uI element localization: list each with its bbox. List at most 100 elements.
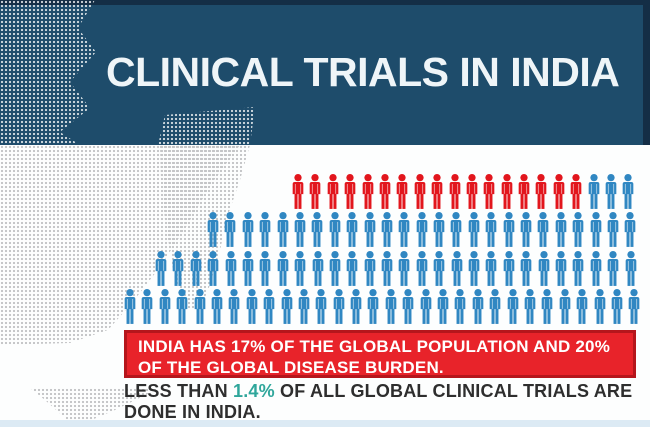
person-icon-blue [507, 288, 518, 324]
person-icon-red [397, 173, 408, 209]
person-icon-blue [207, 250, 219, 286]
person-icon-blue [503, 250, 515, 286]
person-icon-blue [242, 250, 254, 286]
person-icon-blue [381, 250, 393, 286]
person-icon-blue [503, 212, 514, 248]
person-icon-blue [173, 250, 184, 286]
header-banner: CLINICAL TRIALS IN INDIA [0, 0, 650, 145]
person-icon-blue [590, 250, 602, 286]
person-icon-blue [124, 288, 136, 324]
person-icon-blue [542, 288, 553, 324]
person-icon-blue [416, 250, 428, 286]
person-icon-blue [451, 212, 462, 248]
person-icon-blue [455, 288, 466, 324]
person-icon-blue [524, 288, 536, 324]
person-icon-blue [364, 250, 376, 286]
person-icon-red [414, 173, 426, 209]
person-icon-blue [329, 250, 341, 286]
person-icon-blue [399, 250, 410, 286]
person-icon-red [310, 173, 321, 209]
footnote: LESS THAN 1.4% OF ALL GLOBAL CLINICAL TR… [124, 381, 640, 422]
person-icon-red [501, 173, 513, 209]
person-icon-blue [607, 250, 619, 286]
person-icon-blue [155, 250, 167, 286]
person-icon-blue [485, 212, 497, 248]
footnote-suffix: OF ALL GLOBAL CLINICAL TRIALS ARE DONE I… [124, 381, 633, 422]
person-icon-blue [329, 212, 341, 248]
person-icon-red [379, 173, 391, 209]
person-icon-blue [281, 288, 292, 324]
person-icon-blue [346, 250, 358, 286]
person-icon-blue [472, 288, 484, 324]
person-icon-blue [625, 250, 636, 286]
person-icon-blue [315, 288, 327, 324]
pictogram-row [153, 250, 639, 287]
person-icon-blue [416, 212, 428, 248]
pictogram-row [122, 288, 642, 325]
person-icon-blue [572, 212, 584, 248]
person-icon-blue [555, 250, 567, 286]
person-icon-blue [489, 288, 501, 324]
person-icon-blue [211, 288, 223, 324]
person-icon-blue [294, 212, 306, 248]
person-icon-blue [159, 288, 171, 324]
person-icon-blue [520, 212, 532, 248]
person-icon-blue [190, 250, 202, 286]
person-icon-blue [420, 288, 431, 324]
person-icon-blue [312, 212, 323, 248]
person-icon-blue [312, 250, 323, 286]
person-icon-red [292, 173, 304, 209]
person-icon-blue [607, 212, 619, 248]
person-icon-blue [298, 288, 310, 324]
person-icon-blue [605, 173, 617, 209]
header-right-trim [643, 0, 650, 145]
pictogram-row [290, 173, 636, 210]
person-icon-blue [437, 288, 449, 324]
person-icon-red [449, 173, 460, 209]
person-icon-blue [623, 173, 634, 209]
person-icon-blue [576, 288, 588, 324]
pictogram-row [205, 211, 638, 248]
header-top-trim [0, 0, 650, 5]
person-icon-blue [194, 288, 205, 324]
person-icon-blue [381, 212, 393, 248]
person-icon-blue [402, 288, 414, 324]
person-icon-blue [229, 288, 240, 324]
person-icon-blue [433, 250, 445, 286]
footnote-highlight: 1.4% [233, 381, 275, 401]
person-icon-red [344, 173, 356, 209]
person-icon-blue [207, 212, 219, 248]
person-icon-blue [538, 212, 549, 248]
person-icon-blue [277, 212, 288, 248]
person-icon-blue [225, 212, 236, 248]
person-icon-red [362, 173, 373, 209]
person-icon-blue [259, 212, 271, 248]
person-icon-blue [260, 250, 271, 286]
person-icon-blue [628, 288, 640, 324]
stat-banner-text: INDIA HAS 17% OF THE GLOBAL POPULATION A… [138, 337, 611, 377]
person-icon-blue [364, 212, 375, 248]
person-icon-red [431, 173, 443, 209]
person-icon-red [466, 173, 478, 209]
footnote-prefix: LESS THAN [124, 381, 234, 401]
person-icon-red [518, 173, 530, 209]
person-icon-blue [573, 250, 584, 286]
person-icon-blue [242, 212, 254, 248]
person-icon-blue [333, 288, 345, 324]
person-icon-blue [559, 288, 571, 324]
person-icon-blue [555, 212, 567, 248]
person-icon-red [570, 173, 582, 209]
stat-banner: INDIA HAS 17% OF THE GLOBAL POPULATION A… [124, 330, 636, 378]
person-icon-blue [468, 250, 480, 286]
person-icon-blue [350, 288, 362, 324]
person-icon-blue [246, 288, 258, 324]
person-icon-blue [486, 250, 497, 286]
person-icon-blue [451, 250, 462, 286]
person-icon-blue [142, 288, 153, 324]
person-icon-blue [176, 288, 188, 324]
person-icon-blue [225, 250, 236, 286]
page-title: CLINICAL TRIALS IN INDIA [106, 49, 620, 95]
person-icon-blue [468, 212, 480, 248]
person-icon-red [536, 173, 547, 209]
